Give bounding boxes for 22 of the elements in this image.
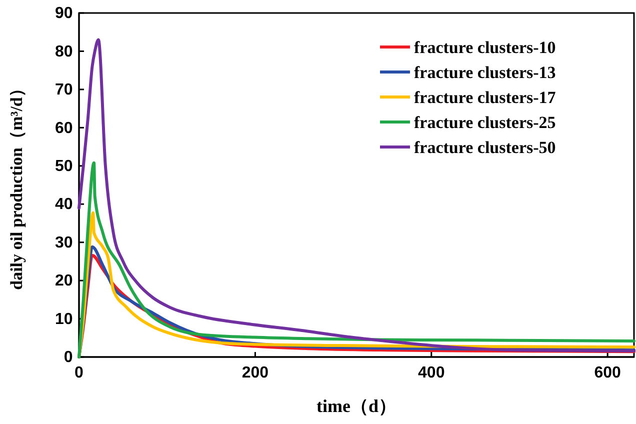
legend-label: fracture clusters-10 xyxy=(414,38,556,57)
y-tick-label: 30 xyxy=(55,234,73,252)
legend-label: fracture clusters-25 xyxy=(414,112,556,132)
y-tick-label: 60 xyxy=(55,120,73,137)
y-axis-title: daily oil production（m³/d） xyxy=(7,80,26,290)
x-tick-label: 400 xyxy=(418,364,445,382)
x-tick-label: 200 xyxy=(242,364,269,382)
legend-label: fracture clusters-17 xyxy=(414,88,556,107)
y-tick-label: 0 xyxy=(64,349,73,366)
y-tick-label: 80 xyxy=(55,43,73,60)
x-axis-title: time（d） xyxy=(316,396,396,416)
y-tick-label: 90 xyxy=(55,5,73,22)
y-tick-label: 10 xyxy=(55,310,73,328)
x-tick-label: 600 xyxy=(594,364,622,382)
legend-label: fracture clusters-13 xyxy=(414,62,556,82)
line-series xyxy=(78,38,636,352)
y-tick-label: 70 xyxy=(55,82,73,99)
y-tick-label: 20 xyxy=(55,272,73,290)
x-tick-label: 0 xyxy=(74,364,84,382)
y-tick-label: 40 xyxy=(55,196,73,214)
legend-label: fracture clusters-50 xyxy=(414,138,556,157)
y-tick-label: 50 xyxy=(55,158,73,176)
